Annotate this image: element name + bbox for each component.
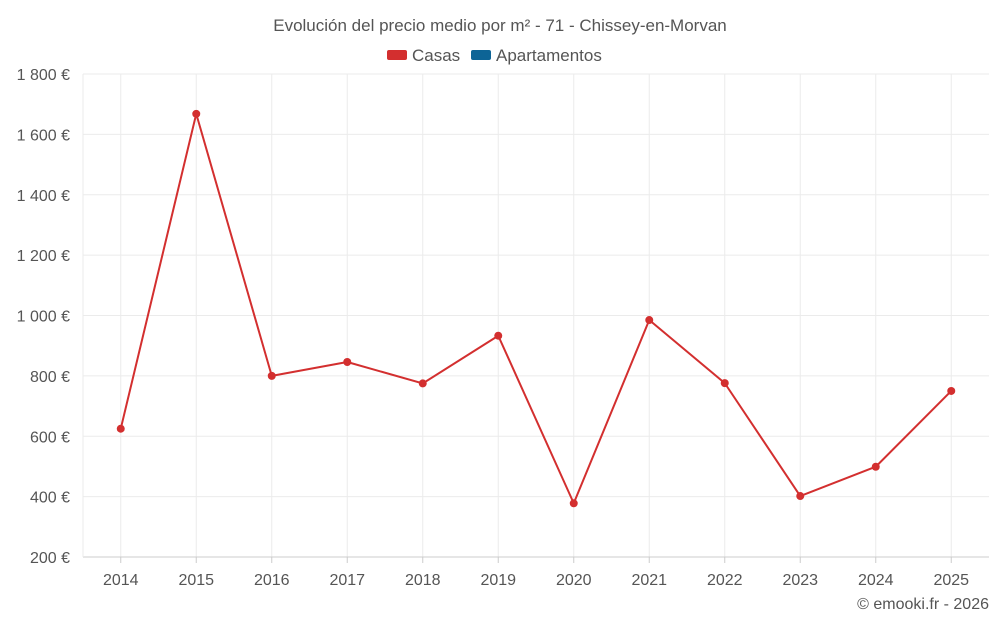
- data-point[interactable]: [720, 379, 729, 388]
- data-point[interactable]: [343, 357, 352, 366]
- y-tick-label: 1 200 €: [17, 248, 70, 265]
- x-tick-label: 2014: [103, 572, 139, 589]
- legend-item-apartamentos[interactable]: Apartamentos: [471, 46, 602, 65]
- chart-title: Evolución del precio medio por m² - 71 -…: [273, 16, 727, 35]
- y-tick-label: 1 000 €: [17, 309, 70, 326]
- gridlines: [83, 73, 989, 557]
- data-point[interactable]: [494, 331, 503, 340]
- data-point[interactable]: [267, 371, 276, 380]
- x-tick-label: 2021: [631, 572, 667, 589]
- x-tick-label: 2025: [933, 572, 969, 589]
- x-tick-label: 2020: [556, 572, 592, 589]
- data-point[interactable]: [116, 424, 125, 433]
- data-point[interactable]: [418, 379, 427, 388]
- legend-item-casas[interactable]: Casas: [387, 46, 460, 65]
- y-tick-label: 1 800 €: [17, 67, 70, 84]
- x-tick-label: 2016: [254, 572, 290, 589]
- y-tick-label: 400 €: [30, 490, 70, 507]
- x-tick-label: 2015: [178, 572, 214, 589]
- data-point[interactable]: [796, 492, 805, 501]
- y-tick-label: 800 €: [30, 369, 70, 386]
- series-casas: [116, 109, 956, 508]
- data-point[interactable]: [871, 462, 880, 471]
- legend-swatch-casas: [387, 50, 407, 60]
- data-point[interactable]: [645, 316, 654, 325]
- legend-swatch-apartamentos: [471, 50, 491, 60]
- series-line-casas: [119, 112, 952, 505]
- y-tick-label: 200 €: [30, 550, 70, 567]
- x-tick-label: 2023: [782, 572, 818, 589]
- y-tick-label: 1 400 €: [17, 188, 70, 205]
- axes: 200 € 400 € 600 € 800 € 1 000 € 1 200 € 1 400 …: [17, 67, 989, 589]
- data-point[interactable]: [569, 499, 578, 508]
- x-tick-label: 2017: [329, 572, 365, 589]
- data-point[interactable]: [947, 386, 956, 395]
- data-point[interactable]: [192, 109, 201, 118]
- legend-label-casas: Casas: [412, 46, 460, 65]
- legend: Casas Apartamentos: [387, 46, 602, 65]
- y-tick-label: 600 €: [30, 429, 70, 446]
- x-tick-label: 2022: [707, 572, 743, 589]
- credit-text: © emooki.fr - 2026: [857, 596, 989, 613]
- y-tick-label: 1 600 €: [17, 127, 70, 144]
- legend-label-apartamentos: Apartamentos: [496, 46, 602, 65]
- x-tick-label: 2018: [405, 572, 441, 589]
- x-tick-label: 2024: [858, 572, 894, 589]
- x-tick-label: 2019: [480, 572, 516, 589]
